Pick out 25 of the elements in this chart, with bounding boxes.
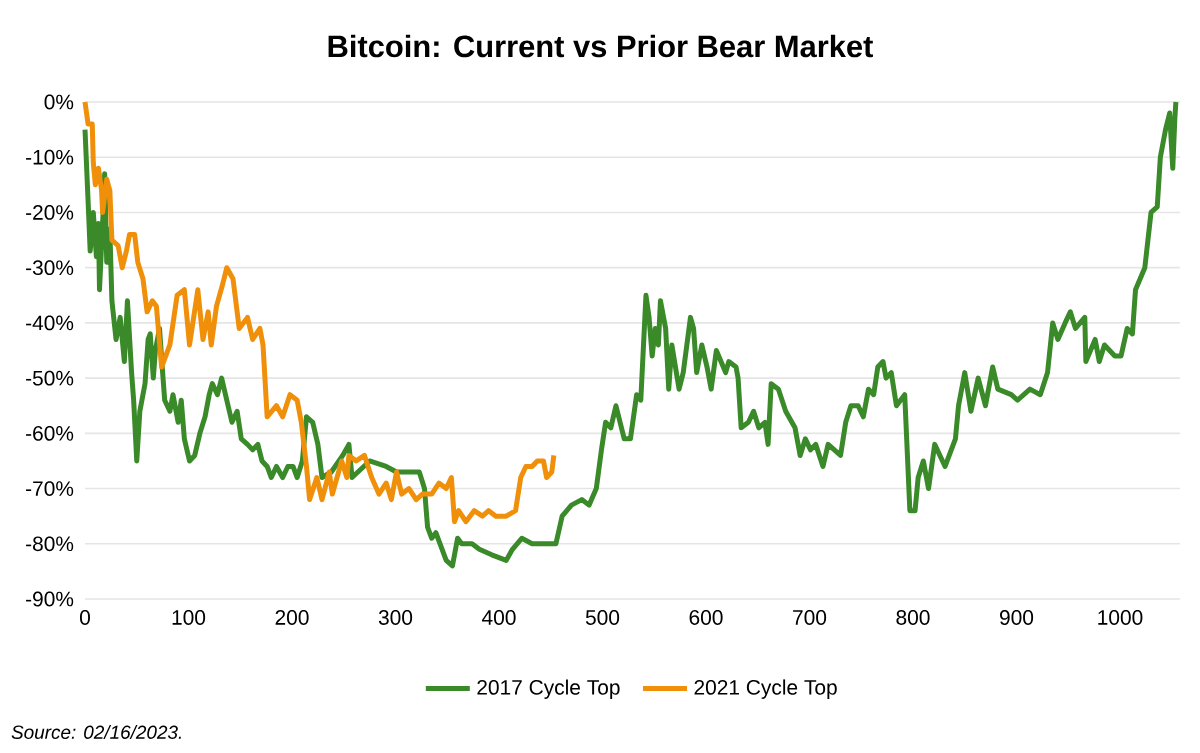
y-tick-label: -90% (26, 591, 74, 607)
y-tick-label: -70% (26, 481, 74, 496)
source-note: Source: 02/16/2023. (11, 725, 181, 739)
legend-label: 2017 Cycle Top (477, 679, 620, 699)
x-tick-label: 400 (482, 610, 516, 625)
x-tick-label: 600 (689, 610, 723, 625)
y-tick-label: -50% (26, 370, 74, 386)
y-tick-label: -60% (26, 425, 74, 441)
x-tick-label: 100 (172, 610, 206, 625)
x-tick-label: 800 (896, 610, 930, 625)
x-tick-label: 200 (275, 610, 309, 625)
x-tick-label: 300 (378, 610, 413, 625)
y-tick-label: -30% (26, 260, 74, 276)
y-tick-label: -80% (26, 536, 74, 552)
y-tick-label: -10% (26, 149, 74, 165)
x-tick-label: 900 (1000, 610, 1034, 625)
y-tick-label: 0% (44, 94, 74, 110)
chart-title: Bitcoin: Current vs Prior Bear Market (328, 34, 874, 58)
y-tick-label: -20% (26, 205, 74, 220)
x-tick-label: 0 (79, 610, 90, 625)
x-tick-label: 1000 (1098, 610, 1143, 625)
legend-label: 2021 Cycle Top (694, 679, 837, 699)
x-tick-label: 500 (585, 610, 620, 625)
y-tick-label: -40% (26, 315, 74, 331)
x-tick-label: 700 (793, 610, 827, 625)
